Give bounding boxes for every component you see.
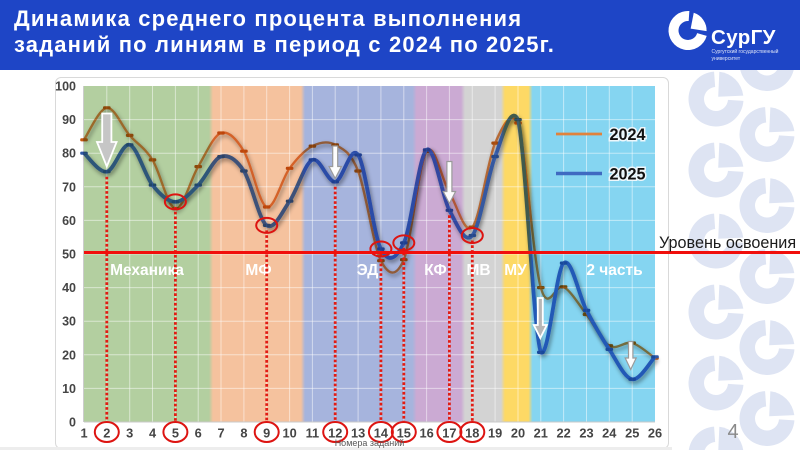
svg-text:80: 80 — [62, 147, 76, 161]
svg-text:3: 3 — [126, 426, 133, 441]
svg-text:16: 16 — [419, 426, 433, 441]
svg-text:10: 10 — [282, 426, 296, 441]
svg-text:СурГУ: СурГУ — [711, 26, 776, 49]
svg-text:4: 4 — [727, 421, 738, 443]
svg-text:Номера заданий: Номера заданий — [335, 438, 405, 448]
svg-text:2: 2 — [103, 426, 110, 441]
svg-text:90: 90 — [62, 113, 76, 127]
svg-text:25: 25 — [625, 426, 639, 441]
svg-text:ЭД: ЭД — [357, 262, 379, 279]
svg-text:30: 30 — [62, 315, 76, 329]
svg-text:7: 7 — [217, 426, 224, 441]
svg-text:26: 26 — [648, 426, 662, 441]
svg-text:14: 14 — [374, 426, 389, 441]
svg-text:13: 13 — [351, 426, 365, 441]
svg-text:Механика: Механика — [110, 262, 184, 279]
svg-text:МФ: МФ — [245, 262, 271, 279]
svg-text:11: 11 — [306, 426, 320, 441]
svg-text:МВ: МВ — [466, 262, 490, 279]
svg-text:КФ: КФ — [424, 262, 447, 279]
svg-text:8: 8 — [240, 426, 247, 441]
svg-text:2024: 2024 — [610, 126, 646, 144]
svg-text:5: 5 — [172, 426, 179, 441]
svg-text:университет: университет — [712, 56, 741, 62]
svg-text:70: 70 — [62, 180, 76, 194]
svg-text:Сургутский государственный: Сургутский государственный — [712, 48, 779, 55]
svg-text:10: 10 — [62, 382, 76, 396]
svg-text:23: 23 — [579, 426, 593, 441]
svg-text:21: 21 — [534, 426, 548, 441]
svg-text:50: 50 — [62, 248, 76, 262]
svg-text:60: 60 — [62, 214, 76, 228]
svg-text:40: 40 — [62, 281, 76, 295]
svg-text:17: 17 — [442, 426, 456, 441]
svg-text:100: 100 — [55, 80, 76, 94]
svg-text:24: 24 — [602, 426, 617, 441]
svg-text:22: 22 — [556, 426, 570, 441]
svg-text:12: 12 — [328, 426, 342, 441]
svg-text:18: 18 — [465, 426, 479, 441]
svg-text:6: 6 — [195, 426, 202, 441]
svg-text:20: 20 — [62, 348, 76, 362]
svg-text:0: 0 — [69, 416, 76, 430]
svg-text:МУ: МУ — [504, 262, 527, 279]
svg-text:20: 20 — [511, 426, 525, 441]
svg-text:19: 19 — [488, 426, 502, 441]
svg-text:15: 15 — [397, 426, 411, 441]
svg-text:2025: 2025 — [610, 165, 646, 183]
svg-text:9: 9 — [263, 426, 270, 441]
svg-text:1: 1 — [80, 426, 87, 441]
svg-text:2 часть: 2 часть — [586, 262, 642, 279]
svg-text:4: 4 — [149, 426, 157, 441]
svg-text:Уровень освоения: Уровень освоения — [659, 234, 796, 252]
